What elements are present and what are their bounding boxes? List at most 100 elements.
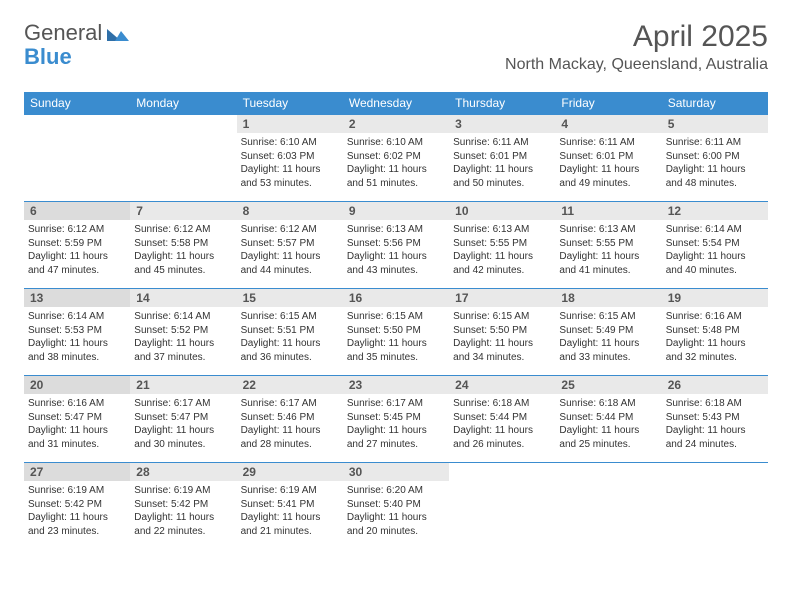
week-row: 20 Sunrise: 6:16 AMSunset: 5:47 PMDayligh… [24,375,768,462]
day-cell: 30Sunrise: 6:20 AMSunset: 5:40 PMDayligh… [343,463,449,549]
day-details: Sunrise: 6:10 AMSunset: 6:02 PMDaylight:… [347,136,445,190]
day-number: 24 [449,376,555,394]
day-details: Sunrise: 6:13 AMSunset: 5:56 PMDaylight:… [347,223,445,277]
day-details: Sunrise: 6:17 AMSunset: 5:47 PMDaylight:… [134,397,232,451]
day-details: Sunrise: 6:19 AMSunset: 5:42 PMDaylight:… [28,484,126,538]
day-header-cell: Saturday [662,92,768,114]
day-number: 16 [343,289,449,307]
week-row: 1 Sunrise: 6:10 AMSunset: 6:03 PMDaylight… [24,114,768,201]
day-cell [24,115,130,201]
day-details: Sunrise: 6:11 AMSunset: 6:01 PMDaylight:… [453,136,551,190]
title-block: April 2025 North Mackay, Queensland, Aus… [505,20,768,74]
day-details: Sunrise: 6:17 AMSunset: 5:46 PMDaylight:… [241,397,339,451]
day-number: 23 [343,376,449,394]
day-cell: 11 Sunrise: 6:13 AMSunset: 5:55 PMDayligh… [555,202,661,288]
day-cell: 17 Sunrise: 6:15 AMSunset: 5:50 PMDayligh… [449,289,555,375]
day-number [130,115,236,133]
day-details: Sunrise: 6:12 AMSunset: 5:57 PMDaylight:… [241,223,339,277]
week-row: 13 Sunrise: 6:14 AMSunset: 5:53 PMDayligh… [24,288,768,375]
week-row: 6 Sunrise: 6:12 AMSunset: 5:59 PMDaylight… [24,201,768,288]
day-cell: 1 Sunrise: 6:10 AMSunset: 6:03 PMDaylight… [237,115,343,201]
day-details: Sunrise: 6:13 AMSunset: 5:55 PMDaylight:… [559,223,657,277]
day-header-cell: Sunday [24,92,130,114]
day-cell: 23Sunrise: 6:17 AMSunset: 5:45 PMDayligh… [343,376,449,462]
location: North Mackay, Queensland, Australia [505,56,768,74]
day-number: 28 [130,463,236,481]
day-cell: 29 Sunrise: 6:19 AMSunset: 5:41 PMDayligh… [237,463,343,549]
day-header-cell: Friday [555,92,661,114]
day-header-cell: Monday [130,92,236,114]
day-number: 8 [237,202,343,220]
day-number: 26 [662,376,768,394]
day-details: Sunrise: 6:16 AMSunset: 5:47 PMDaylight:… [28,397,126,451]
day-number: 5 [662,115,768,133]
day-cell: 15 Sunrise: 6:15 AMSunset: 5:51 PMDayligh… [237,289,343,375]
day-header-cell: Thursday [449,92,555,114]
day-cell [662,463,768,549]
month-title: April 2025 [505,20,768,54]
day-cell: 5Sunrise: 6:11 AMSunset: 6:00 PMDaylight… [662,115,768,201]
day-cell [449,463,555,549]
logo-text-1: General [24,20,102,46]
day-number: 18 [555,289,661,307]
day-cell: 4Sunrise: 6:11 AMSunset: 6:01 PMDaylight… [555,115,661,201]
day-number: 20 [24,376,130,394]
day-cell: 22 Sunrise: 6:17 AMSunset: 5:46 PMDayligh… [237,376,343,462]
day-number [555,463,661,481]
day-number: 12 [662,202,768,220]
logo: General [24,20,131,46]
day-details: Sunrise: 6:12 AMSunset: 5:59 PMDaylight:… [28,223,126,277]
day-cell: 12 Sunrise: 6:14 AMSunset: 5:54 PMDayligh… [662,202,768,288]
day-number: 13 [24,289,130,307]
day-details: Sunrise: 6:18 AMSunset: 5:43 PMDaylight:… [666,397,764,451]
day-cell: 27Sunrise: 6:19 AMSunset: 5:42 PMDayligh… [24,463,130,549]
day-details: Sunrise: 6:15 AMSunset: 5:50 PMDaylight:… [347,310,445,364]
day-cell: 14Sunrise: 6:14 AMSunset: 5:52 PMDayligh… [130,289,236,375]
day-cell: 24Sunrise: 6:18 AMSunset: 5:44 PMDayligh… [449,376,555,462]
day-number: 22 [237,376,343,394]
day-cell: 13 Sunrise: 6:14 AMSunset: 5:53 PMDayligh… [24,289,130,375]
day-details: Sunrise: 6:19 AMSunset: 5:42 PMDaylight:… [134,484,232,538]
day-cell: 8 Sunrise: 6:12 AMSunset: 5:57 PMDaylight… [237,202,343,288]
day-header-cell: Tuesday [237,92,343,114]
day-number: 30 [343,463,449,481]
day-details: Sunrise: 6:14 AMSunset: 5:53 PMDaylight:… [28,310,126,364]
week-row: 27Sunrise: 6:19 AMSunset: 5:42 PMDayligh… [24,462,768,549]
day-cell: 25 Sunrise: 6:18 AMSunset: 5:44 PMDayligh… [555,376,661,462]
day-number: 11 [555,202,661,220]
day-cell: 6 Sunrise: 6:12 AMSunset: 5:59 PMDaylight… [24,202,130,288]
day-details: Sunrise: 6:18 AMSunset: 5:44 PMDaylight:… [559,397,657,451]
day-number: 19 [662,289,768,307]
day-cell: 16 Sunrise: 6:15 AMSunset: 5:50 PMDayligh… [343,289,449,375]
day-number [662,463,768,481]
day-details: Sunrise: 6:10 AMSunset: 6:03 PMDaylight:… [241,136,339,190]
day-cell: 7 Sunrise: 6:12 AMSunset: 5:58 PMDaylight… [130,202,236,288]
day-details: Sunrise: 6:15 AMSunset: 5:50 PMDaylight:… [453,310,551,364]
day-cell: 20 Sunrise: 6:16 AMSunset: 5:47 PMDayligh… [24,376,130,462]
day-number: 25 [555,376,661,394]
day-number [24,115,130,133]
day-number: 4 [555,115,661,133]
day-cell: 26 Sunrise: 6:18 AMSunset: 5:43 PMDayligh… [662,376,768,462]
day-cell: 3Sunrise: 6:11 AMSunset: 6:01 PMDaylight… [449,115,555,201]
day-number: 17 [449,289,555,307]
day-details: Sunrise: 6:15 AMSunset: 5:51 PMDaylight:… [241,310,339,364]
day-number: 15 [237,289,343,307]
day-header-cell: Wednesday [343,92,449,114]
day-cell: 21 Sunrise: 6:17 AMSunset: 5:47 PMDayligh… [130,376,236,462]
day-number: 9 [343,202,449,220]
day-number: 6 [24,202,130,220]
day-number: 1 [237,115,343,133]
day-number: 21 [130,376,236,394]
day-cell: 28 Sunrise: 6:19 AMSunset: 5:42 PMDayligh… [130,463,236,549]
day-details: Sunrise: 6:12 AMSunset: 5:58 PMDaylight:… [134,223,232,277]
day-number: 2 [343,115,449,133]
day-details: Sunrise: 6:14 AMSunset: 5:54 PMDaylight:… [666,223,764,277]
day-number [449,463,555,481]
day-details: Sunrise: 6:19 AMSunset: 5:41 PMDaylight:… [241,484,339,538]
day-number: 29 [237,463,343,481]
day-number: 14 [130,289,236,307]
day-number: 7 [130,202,236,220]
logo-text-2: Blue [24,44,72,69]
day-cell: 10Sunrise: 6:13 AMSunset: 5:55 PMDayligh… [449,202,555,288]
